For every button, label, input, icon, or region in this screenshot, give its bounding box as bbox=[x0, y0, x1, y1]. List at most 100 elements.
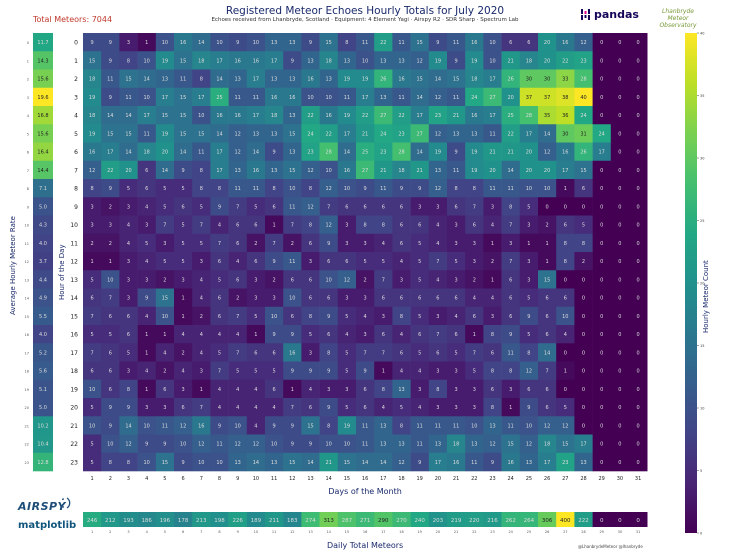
cell-label-h16-d5: 1 bbox=[163, 332, 166, 338]
daily-label-d23: 216 bbox=[487, 518, 498, 524]
cell-h15-d12 bbox=[283, 306, 302, 326]
cell-h14-d12 bbox=[283, 288, 302, 308]
cell-h2-d1 bbox=[83, 69, 102, 89]
cell-label-h23-d4: 10 bbox=[144, 460, 150, 466]
cell-label-h16-d23: 8 bbox=[491, 332, 494, 338]
cell-h10-d1 bbox=[83, 215, 102, 235]
cell-h4-d5 bbox=[155, 106, 175, 125]
cell-h6-d4 bbox=[137, 142, 157, 162]
daily-cell-d14 bbox=[319, 512, 339, 527]
cell-label-h9-d13: 12 bbox=[307, 204, 313, 210]
cell-h7-d14 bbox=[319, 160, 339, 180]
cell-h9-d9 bbox=[228, 197, 248, 216]
cell-label-h16-d19: 6 bbox=[418, 332, 421, 338]
cell-h16-d20 bbox=[428, 325, 448, 344]
cell-h14-d13 bbox=[301, 288, 320, 308]
cell-label-h20-d22: 3 bbox=[473, 405, 476, 411]
cell-label-h9-d29: 0 bbox=[600, 204, 603, 210]
rate-tick-label: 14 bbox=[25, 297, 30, 301]
cell-label-h2-d5: 13 bbox=[162, 77, 168, 83]
cell-h13-d9 bbox=[228, 270, 248, 289]
cell-h10-d3 bbox=[119, 215, 138, 235]
hour-tick-label: 21 bbox=[70, 423, 78, 430]
cell-label-h0-d15: 8 bbox=[345, 40, 348, 46]
cell-label-h23-d30: 0 bbox=[618, 460, 621, 466]
cell-label-h8-d29: 0 bbox=[600, 186, 603, 192]
cell-label-h20-d9: 4 bbox=[236, 405, 239, 411]
cell-label-h1-d29: 0 bbox=[600, 58, 603, 64]
cell-h6-d21 bbox=[447, 142, 466, 162]
cell-h21-d10 bbox=[246, 416, 266, 435]
cell-h22-d11 bbox=[265, 434, 284, 454]
cell-label-h21-d13: 15 bbox=[307, 423, 313, 429]
cell-label-h11-d23: 1 bbox=[491, 241, 494, 247]
cell-h4-d13 bbox=[301, 106, 320, 125]
cell-h16-d30 bbox=[610, 325, 630, 344]
cell-h14-d30 bbox=[610, 288, 630, 308]
credit-text: @LhanbrydeMeteor @lhanbryde bbox=[578, 544, 643, 549]
cell-label-h20-d14: 9 bbox=[327, 405, 330, 411]
cell-label-h17-d5: 4 bbox=[163, 350, 166, 356]
cell-label-h1-d27: 22 bbox=[562, 58, 568, 64]
cell-label-h4-d31: 0 bbox=[637, 113, 640, 119]
cell-h4-d25 bbox=[519, 106, 539, 125]
cell-h4-d23 bbox=[483, 106, 502, 125]
cell-label-h10-d5: 7 bbox=[163, 223, 166, 229]
cell-label-h10-d15: 3 bbox=[345, 223, 348, 229]
cell-h23-d12 bbox=[283, 452, 302, 472]
day-tick-label: 20 bbox=[435, 476, 441, 482]
cell-label-h2-d30: 0 bbox=[618, 77, 621, 83]
hour-tick-label: 16 bbox=[70, 332, 78, 339]
cell-h12-d29 bbox=[592, 252, 612, 271]
cell-label-h6-d25: 20 bbox=[526, 150, 532, 156]
cell-label-h22-d3: 12 bbox=[125, 442, 131, 448]
cell-label-h22-d14: 10 bbox=[326, 442, 332, 448]
cell-h17-d14 bbox=[319, 343, 339, 362]
cell-label-h10-d23: 4 bbox=[491, 223, 494, 229]
cell-h10-d28 bbox=[574, 215, 593, 235]
daily-label-d3: 193 bbox=[123, 518, 134, 524]
cell-h12-d25 bbox=[519, 252, 539, 271]
cell-h4-d22 bbox=[465, 106, 484, 125]
cell-h5-d15 bbox=[337, 124, 357, 143]
cell-h3-d18 bbox=[392, 87, 411, 107]
cell-h1-d11 bbox=[265, 51, 284, 70]
cell-h23-d8 bbox=[210, 452, 229, 472]
cell-h12-d1 bbox=[83, 252, 102, 271]
cell-label-h9-d12: 11 bbox=[289, 204, 295, 210]
cell-label-h4-d17: 27 bbox=[380, 113, 386, 119]
cell-label-h12-d15: 6 bbox=[345, 259, 348, 265]
cell-h0-d10 bbox=[246, 33, 266, 52]
cell-h3-d4 bbox=[137, 87, 157, 107]
cell-label-h8-d20: 12 bbox=[435, 186, 441, 192]
cell-label-h12-d21: 5 bbox=[455, 259, 458, 265]
daily-cell-d10 bbox=[246, 512, 266, 527]
cell-label-h18-d23: 8 bbox=[491, 369, 494, 375]
cell-h7-d30 bbox=[610, 160, 630, 180]
cell-label-h8-d2: 9 bbox=[109, 186, 112, 192]
cell-h0-d28 bbox=[574, 33, 593, 52]
cell-label-h15-d21: 4 bbox=[455, 314, 458, 320]
rate-label-h7: 14.4 bbox=[37, 168, 48, 174]
colorbar-gradient bbox=[685, 33, 697, 533]
cell-label-h10-d12: 7 bbox=[291, 223, 294, 229]
cell-label-h17-d20: 6 bbox=[436, 350, 439, 356]
rate-label-h0: 11.7 bbox=[37, 40, 48, 46]
daily-cell-d11 bbox=[265, 512, 284, 527]
cell-h18-d10 bbox=[246, 361, 266, 381]
cell-label-h6-d21: 9 bbox=[455, 150, 458, 156]
cell-h1-d3 bbox=[119, 51, 138, 70]
cell-h10-d8 bbox=[210, 215, 229, 235]
cell-h3-d13 bbox=[301, 87, 320, 107]
cell-h21-d24 bbox=[501, 416, 521, 435]
cell-h7-d5 bbox=[155, 160, 175, 180]
cell-label-h22-d28: 17 bbox=[580, 442, 586, 448]
day-tick-label: 26 bbox=[544, 476, 550, 482]
cell-label-h17-d15: 5 bbox=[345, 350, 348, 356]
cell-h13-d11 bbox=[265, 270, 284, 289]
cell-h11-d12 bbox=[283, 233, 302, 253]
cell-h0-d19 bbox=[410, 33, 430, 52]
daily-label-d30: 0 bbox=[618, 518, 622, 524]
cell-label-h0-d14: 15 bbox=[326, 40, 332, 46]
cell-label-h5-d8: 14 bbox=[216, 131, 222, 137]
